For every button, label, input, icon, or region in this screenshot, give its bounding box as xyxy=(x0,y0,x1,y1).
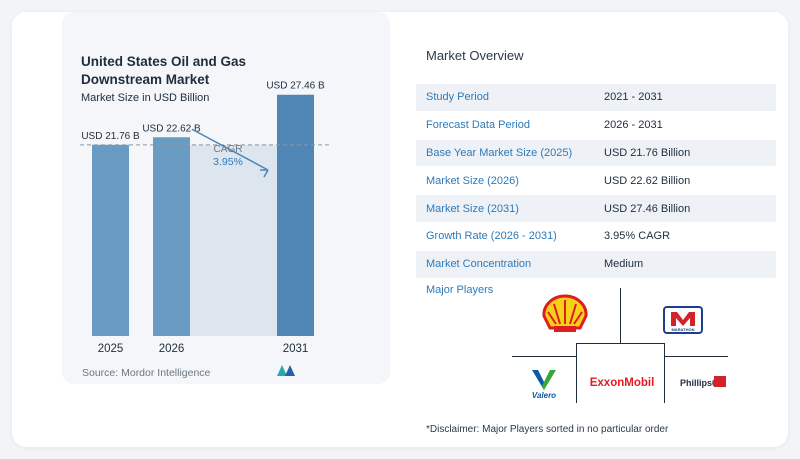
grid-divider xyxy=(512,356,576,357)
bar xyxy=(277,94,314,336)
grid-divider xyxy=(664,356,728,357)
row-key: Market Concentration xyxy=(426,258,532,271)
exxonmobil-logo-text: ExxonMobil xyxy=(590,377,655,389)
bar xyxy=(153,137,190,336)
grid-divider xyxy=(576,343,664,344)
row-value: USD 22.62 Billion xyxy=(604,174,691,187)
valero-logo-icon: Valero xyxy=(532,370,556,400)
table-row: Market Concentration Medium xyxy=(416,250,776,279)
table-row: Growth Rate (2026 - 2031) 3.95% CAGR xyxy=(416,223,776,251)
phillips66-logo-icon: Phillips66 xyxy=(680,376,726,388)
bar xyxy=(92,144,129,336)
table-row: Base Year Market Size (2025) USD 21.76 Bi… xyxy=(416,139,776,168)
cagr-arrow xyxy=(191,128,269,171)
valero-logo-text: Valero xyxy=(532,391,556,400)
major-players-title: Major Players xyxy=(426,284,494,296)
overview-title: Market Overview xyxy=(426,48,524,63)
chart-subtitle: Market Size in USD Billion xyxy=(81,92,210,104)
exxonmobil-logo-icon: ExxonMobil xyxy=(590,377,655,389)
mordor-logo-icon xyxy=(277,365,295,376)
source-text: Source: Mordor Intelligence xyxy=(82,367,211,379)
row-key: Market Size (2031) xyxy=(426,202,519,215)
grid-divider xyxy=(576,343,577,403)
cagr-arrow-head xyxy=(260,169,269,178)
bar-value-label: USD 21.76 B xyxy=(81,131,140,142)
grid-divider xyxy=(620,288,621,344)
marathon-logo-text: MARATHON xyxy=(671,327,694,332)
row-key: Forecast Data Period xyxy=(426,119,530,132)
table-row: Forecast Data Period 2026 - 2031 xyxy=(416,112,776,140)
disclaimer-text: *Disclaimer: Major Players sorted in no … xyxy=(426,424,669,435)
row-value: 3.95% CAGR xyxy=(604,230,671,243)
overview-table: Study Period 2021 - 2031 Forecast Data Pe… xyxy=(416,84,776,279)
shell-logo-icon xyxy=(542,294,588,332)
row-value: 2026 - 2031 xyxy=(604,119,663,132)
table-row: Market Size (2026) USD 22.62 Billion xyxy=(416,167,776,196)
row-key: Growth Rate (2026 - 2031) xyxy=(426,230,557,243)
cagr-value: 3.95% xyxy=(213,156,243,168)
chart-title: United States Oil and Gas Downstream Mar… xyxy=(81,54,247,87)
x-tick-label: 2026 xyxy=(159,343,185,355)
row-key: Market Size (2026) xyxy=(426,174,519,187)
table-row: Study Period 2021 - 2031 xyxy=(416,84,776,112)
x-tick-label: 2025 xyxy=(98,343,124,355)
phillips66-logo-text: Phillips66 xyxy=(680,378,722,388)
table-row: Market Size (2031) USD 27.46 Billion xyxy=(416,195,776,223)
row-value: USD 21.76 Billion xyxy=(604,146,691,159)
row-value: USD 27.46 Billion xyxy=(604,202,691,215)
marathon-logo-icon: MARATHON xyxy=(663,306,703,334)
row-key: Study Period xyxy=(426,91,489,104)
bar-value-label: USD 22.62 B xyxy=(142,123,201,134)
row-key: Base Year Market Size (2025) xyxy=(426,146,573,159)
bar-value-label: USD 27.46 B xyxy=(266,81,325,92)
cagr-label: CAGR xyxy=(214,144,243,155)
bar-chart: USD 21.76 B 2025 USD 22.62 B 2026 USD 27.46 … xyxy=(80,81,330,355)
row-value: 2021 - 2031 xyxy=(604,91,663,104)
x-tick-label: 2031 xyxy=(283,343,309,355)
grid-divider xyxy=(664,343,665,403)
row-value: Medium xyxy=(604,258,644,271)
